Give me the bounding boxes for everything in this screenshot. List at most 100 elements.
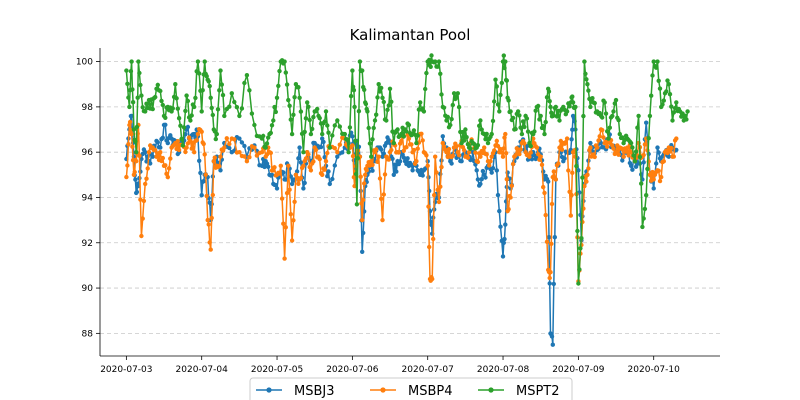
data-point bbox=[432, 192, 437, 198]
x-tick-label: 2020-07-05 bbox=[251, 365, 303, 375]
data-point bbox=[175, 106, 180, 111]
data-point bbox=[564, 109, 570, 114]
data-point bbox=[232, 137, 237, 142]
data-point bbox=[239, 140, 245, 145]
data-point bbox=[296, 85, 301, 90]
data-point bbox=[371, 125, 376, 131]
data-point bbox=[576, 281, 581, 286]
data-point bbox=[159, 98, 164, 104]
data-point bbox=[239, 106, 245, 111]
data-point bbox=[346, 150, 351, 155]
data-point bbox=[684, 117, 689, 122]
data-point bbox=[232, 99, 237, 105]
data-point bbox=[130, 100, 136, 105]
data-point bbox=[409, 142, 414, 147]
data-point bbox=[601, 135, 606, 140]
data-point bbox=[536, 103, 541, 109]
data-point bbox=[641, 216, 646, 221]
data-point bbox=[327, 145, 332, 150]
data-point bbox=[483, 175, 488, 180]
data-point bbox=[461, 148, 467, 153]
data-point bbox=[429, 53, 434, 58]
data-point bbox=[130, 87, 135, 92]
data-point bbox=[322, 119, 327, 124]
data-point bbox=[498, 146, 503, 152]
data-point bbox=[140, 105, 145, 110]
data-point bbox=[657, 86, 663, 91]
data-point bbox=[218, 154, 223, 159]
data-point bbox=[568, 213, 573, 218]
data-point bbox=[585, 172, 590, 177]
data-point bbox=[215, 107, 221, 112]
data-point bbox=[626, 153, 631, 158]
data-point bbox=[237, 150, 242, 155]
data-point bbox=[421, 109, 427, 114]
data-point bbox=[499, 80, 504, 86]
data-point bbox=[360, 68, 365, 73]
data-point bbox=[131, 127, 137, 132]
data-point bbox=[454, 94, 459, 100]
data-point bbox=[242, 80, 247, 86]
data-point bbox=[461, 138, 467, 143]
data-point bbox=[497, 208, 502, 214]
data-point bbox=[439, 164, 444, 170]
data-point bbox=[659, 174, 664, 180]
data-point bbox=[456, 104, 462, 110]
data-point bbox=[656, 168, 661, 173]
data-point bbox=[582, 59, 587, 64]
data-point bbox=[184, 93, 189, 98]
data-point bbox=[494, 84, 499, 89]
data-point bbox=[651, 177, 656, 182]
data-point bbox=[126, 95, 131, 100]
data-point bbox=[434, 170, 439, 175]
data-point bbox=[360, 217, 365, 223]
axes bbox=[99, 48, 720, 357]
data-point bbox=[266, 164, 271, 169]
data-point bbox=[211, 159, 216, 164]
data-point bbox=[353, 171, 359, 177]
data-point bbox=[381, 99, 386, 105]
data-point bbox=[143, 109, 148, 114]
data-point bbox=[224, 136, 229, 141]
data-point bbox=[466, 150, 472, 155]
data-point bbox=[435, 187, 440, 192]
data-point bbox=[287, 103, 292, 109]
data-point bbox=[337, 124, 342, 129]
data-point bbox=[510, 161, 516, 167]
data-point bbox=[553, 104, 558, 110]
data-point bbox=[237, 136, 242, 141]
data-point bbox=[414, 140, 419, 146]
data-point bbox=[504, 78, 509, 83]
data-point bbox=[559, 147, 565, 152]
data-point bbox=[308, 131, 314, 137]
data-point bbox=[361, 197, 366, 203]
data-point bbox=[600, 115, 605, 120]
data-point bbox=[361, 230, 366, 236]
data-point bbox=[212, 155, 217, 160]
data-point bbox=[286, 97, 291, 103]
data-point bbox=[583, 71, 588, 77]
data-point bbox=[428, 64, 433, 70]
data-point bbox=[218, 168, 223, 173]
data-point bbox=[204, 193, 209, 199]
data-point bbox=[303, 116, 309, 121]
y-tick-label: 92 bbox=[82, 239, 93, 249]
data-point bbox=[669, 145, 674, 151]
data-point bbox=[279, 196, 285, 201]
data-point bbox=[375, 95, 380, 100]
data-point bbox=[456, 153, 462, 158]
data-point bbox=[429, 222, 434, 228]
data-point bbox=[596, 138, 601, 143]
data-point bbox=[364, 168, 369, 173]
data-point bbox=[436, 59, 442, 64]
data-point bbox=[564, 136, 570, 141]
data-point bbox=[397, 159, 403, 164]
data-point bbox=[548, 270, 553, 275]
data-point bbox=[592, 154, 597, 160]
data-point bbox=[551, 169, 556, 174]
data-point bbox=[655, 59, 660, 64]
y-tick-label: 94 bbox=[82, 193, 94, 203]
data-point bbox=[363, 172, 368, 177]
data-point bbox=[588, 104, 593, 110]
data-point bbox=[651, 59, 656, 64]
